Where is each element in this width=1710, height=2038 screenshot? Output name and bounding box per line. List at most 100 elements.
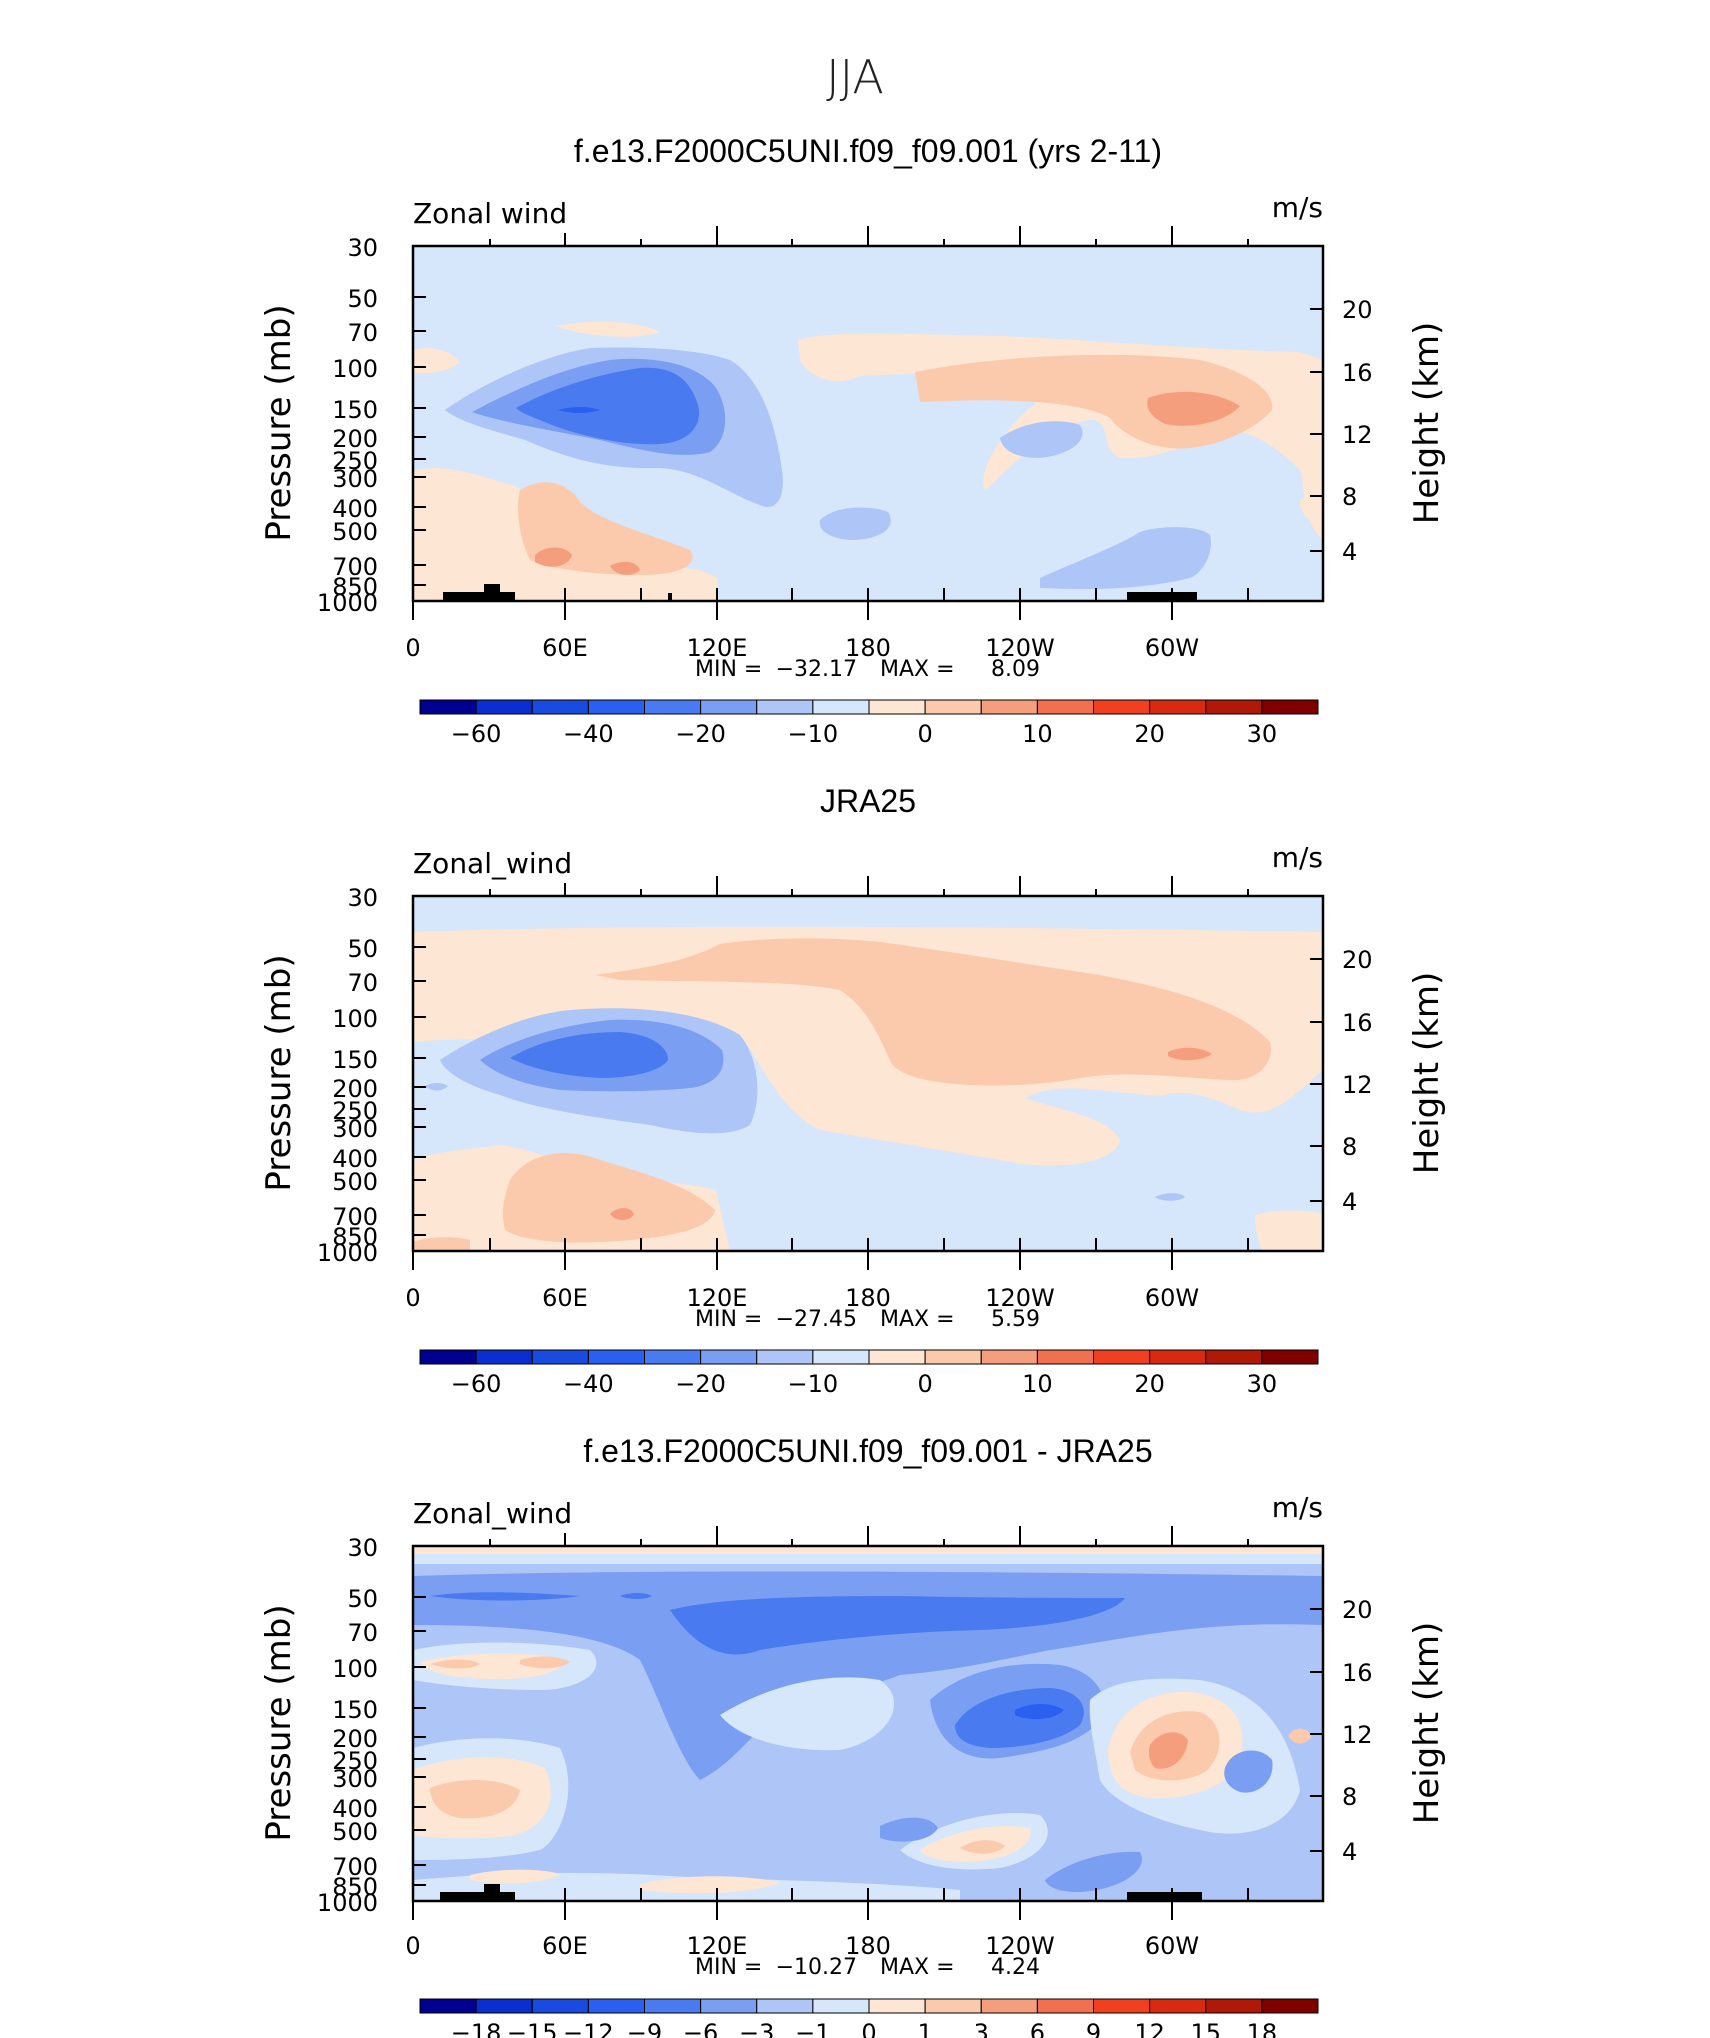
colorbar-swatch (419, 1349, 477, 1365)
contour-band (1040, 527, 1211, 589)
colorbar-label: 12 (1134, 2019, 1165, 2038)
y-tick-label: 400 (332, 495, 378, 523)
y-tick-label: 300 (332, 1115, 378, 1143)
colorbar-label: 1 (917, 2019, 932, 2038)
panel-title: f.e13.F2000C5UNI.f09_f09.001 - JRA25 (583, 1433, 1152, 1469)
colorbar-swatch (1149, 1998, 1207, 2014)
y-tick-label: 100 (332, 355, 378, 383)
x-tick-label: 60W (1145, 1284, 1199, 1312)
y-tick: 100 (332, 1005, 426, 1033)
min-value: −10.27 (776, 1955, 857, 1980)
contour-band (819, 507, 891, 540)
y-tick-label: 30 (347, 1534, 378, 1562)
colorbar-swatch (756, 1998, 814, 2014)
x-tick-label: 0 (405, 634, 420, 662)
y-tick-right: 16 (1310, 1659, 1373, 1687)
contour-band (775, 1697, 860, 1722)
x-tick-label: 60W (1145, 634, 1199, 662)
min-max-readout: MIN = −10.27 MAX = 4.24 (695, 1955, 1040, 1980)
y-tick: 850 (332, 1223, 426, 1251)
colorbar-label: 0 (917, 1370, 932, 1398)
y-tick-label: 700 (332, 1203, 378, 1231)
colorbar-label: −1 (795, 2019, 830, 2038)
contour-band (470, 1869, 560, 1884)
x-tick-label: 60W (1145, 1932, 1199, 1960)
y-tick-label: 100 (332, 1655, 378, 1683)
y-tick: 250 (332, 1747, 426, 1775)
contour-band (670, 1596, 1125, 1655)
contour-field (413, 1546, 1323, 1901)
x-tick-label: 120W (985, 1932, 1055, 1960)
y-tick: 150 (332, 396, 426, 424)
y-tick: 250 (332, 447, 426, 475)
colorbar-swatch (868, 699, 926, 715)
colorbar-swatch (1261, 1349, 1319, 1365)
y-tick: 300 (332, 465, 426, 493)
min-label: MIN = (695, 1955, 762, 1980)
colorbar-swatch (1261, 1998, 1319, 2014)
x-axis: 0 60E 120E 180 120W 60W (405, 876, 1249, 1312)
y-tick-label: 850 (332, 1223, 378, 1251)
y-tick-right-label: 8 (1342, 1133, 1357, 1161)
colorbar: −18 −15 −12 −9 −6 −3 −1 0 1 3 6 9 12 15 18 (419, 1998, 1319, 2038)
colorbar-swatch (812, 699, 870, 715)
colorbar-swatch (1149, 1349, 1207, 1365)
min-max-readout: MIN = −32.17 MAX = 8.09 (695, 657, 1040, 682)
colorbar-swatch (644, 699, 702, 715)
x-tick-label: 60E (542, 1284, 588, 1312)
y-tick-right-label: 16 (1342, 359, 1373, 387)
y-tick-right-label: 12 (1342, 421, 1373, 449)
y-tick: 850 (332, 573, 426, 601)
contour-band (558, 407, 600, 413)
colorbar-label: −60 (451, 720, 502, 748)
panel-title: JRA25 (820, 783, 916, 819)
colorbar-label: 6 (1030, 2019, 1045, 2038)
colorbar-label: −40 (563, 720, 614, 748)
x-tick-label: 180 (845, 1284, 891, 1312)
contour-band (425, 1083, 448, 1091)
x-tick-label: 120W (985, 1284, 1055, 1312)
colorbar-label: 10 (1022, 720, 1053, 748)
y-tick-right-label: 16 (1342, 1009, 1373, 1037)
x-tick-label: 120W (985, 634, 1055, 662)
y-tick-label: 700 (332, 553, 378, 581)
y-tick: 100 (332, 1655, 426, 1683)
y-axis-label-right: Height (km) (1407, 322, 1447, 525)
y-tick-right: 4 (1310, 1188, 1357, 1216)
y-tick-right-label: 20 (1342, 296, 1373, 324)
contour-band (1224, 1750, 1273, 1793)
colorbar-swatch (924, 699, 982, 715)
max-value: 4.24 (991, 1955, 1040, 1980)
colorbar-label: −3 (739, 2019, 774, 2038)
y-tick: 70 (347, 969, 426, 997)
left-y-axis: 30 50 70 100 150 200 250 300 400 500 700… (317, 1534, 426, 1917)
colorbar-label: −10 (788, 720, 839, 748)
contour-band (1148, 1732, 1188, 1769)
y-tick-label: 200 (332, 425, 378, 453)
colorbar-label: 0 (917, 720, 932, 748)
y-tick-label: 200 (332, 1075, 378, 1103)
max-label: MAX = (880, 1307, 955, 1332)
y-tick-right: 12 (1310, 1071, 1373, 1099)
y-tick-label: 250 (332, 1097, 378, 1125)
colorbar-swatch (1261, 699, 1319, 715)
y-tick-label: 1000 (317, 589, 378, 617)
colorbar-swatch (980, 1998, 1038, 2014)
y-tick: 400 (332, 1795, 426, 1823)
contour-band (413, 1237, 470, 1251)
colorbar-swatch (1205, 1998, 1263, 2014)
y-axis-label-left: Pressure (mb) (259, 954, 299, 1191)
y-tick-label: 850 (332, 1873, 378, 1901)
y-tick-right-label: 4 (1342, 1188, 1357, 1216)
colorbar-label: 0 (861, 2019, 876, 2038)
x-axis: 0 60E 120E 180 120W 60W (405, 1526, 1249, 1960)
topography (1127, 1892, 1202, 1901)
contour-band (1300, 496, 1323, 525)
y-tick-right: 8 (1310, 483, 1357, 511)
y-tick: 200 (332, 1075, 426, 1103)
x-axis: 0 60E 120E 180 120W 60W (405, 226, 1249, 662)
colorbar-label: −12 (563, 2019, 614, 2038)
y-tick-label: 250 (332, 1747, 378, 1775)
panel-reanalysis: JRA25 Zonal_wind m/s 30 50 70 100 150 (259, 783, 1447, 1398)
min-label: MIN = (695, 657, 762, 682)
